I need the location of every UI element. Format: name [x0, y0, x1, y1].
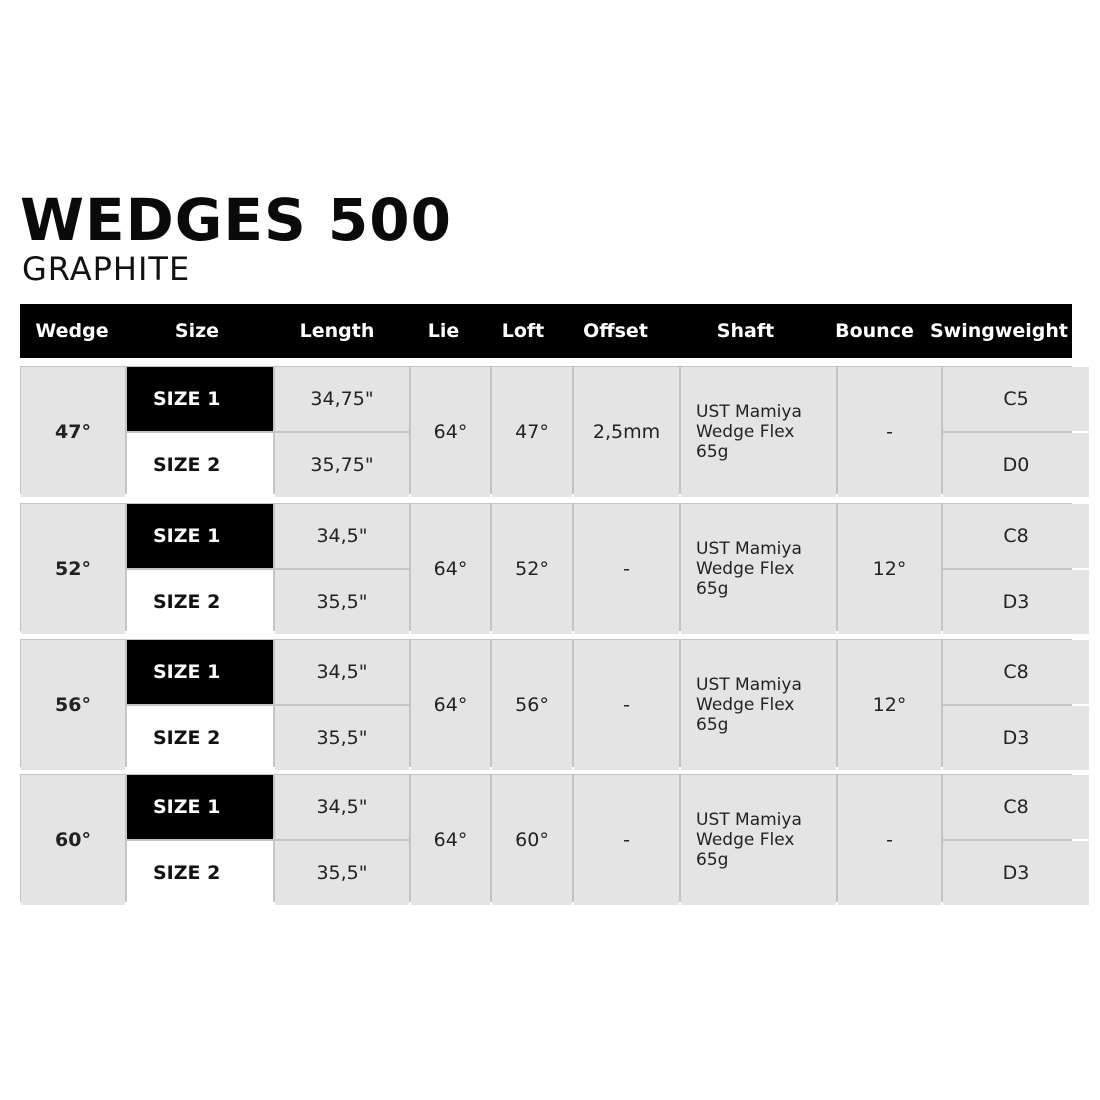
shaft-cell: UST Mamiya Wedge Flex 65g [681, 775, 836, 905]
bounce-cell: - [838, 367, 941, 497]
shaft-line: UST Mamiya [696, 675, 802, 695]
swingweight-cell: C8 [943, 775, 1089, 839]
size-cell: SIZE 2 [127, 841, 273, 905]
wedge-cell: 52° [21, 504, 125, 634]
header-offset: Offset [583, 320, 648, 342]
lie-cell: 64° [411, 640, 490, 770]
swingweight-cell: C5 [943, 367, 1089, 431]
shaft-line: Wedge Flex [696, 830, 795, 850]
header-size: Size [174, 320, 220, 342]
bounce-cell: - [838, 775, 941, 905]
header-lie: Lie [427, 320, 460, 342]
lie-cell: 64° [411, 367, 490, 497]
size-cell: SIZE 2 [127, 570, 273, 634]
offset-cell: - [574, 775, 679, 905]
shaft-line: Wedge Flex [696, 422, 795, 442]
wedge-cell: 47° [21, 367, 125, 497]
offset-cell: 2,5mm [574, 367, 679, 497]
shaft-cell: UST Mamiya Wedge Flex 65g [681, 367, 836, 497]
header-wedge: Wedge [35, 320, 109, 342]
bounce-cell: 12° [838, 504, 941, 634]
length-cell: 35,75" [275, 433, 409, 497]
size-cell: SIZE 1 [127, 775, 273, 839]
shaft-line: 65g [696, 579, 729, 599]
length-cell: 34,75" [275, 367, 409, 431]
shaft-line: Wedge Flex [696, 695, 795, 715]
swingweight-cell: D3 [943, 841, 1089, 905]
size-cell: SIZE 2 [127, 706, 273, 770]
loft-cell: 60° [492, 775, 572, 905]
shaft-line: 65g [696, 715, 729, 735]
swingweight-cell: C8 [943, 504, 1089, 568]
loft-cell: 47° [492, 367, 572, 497]
shaft-line: UST Mamiya [696, 539, 802, 559]
wedge-cell: 56° [21, 640, 125, 770]
offset-cell: - [574, 640, 679, 770]
wedge-row-group: 47° SIZE 1 SIZE 2 34,75" 35,75" 64° 47° 2,5mm US… [20, 366, 1089, 497]
size-cell: SIZE 2 [127, 433, 273, 497]
shaft-line: UST Mamiya [696, 810, 802, 830]
wedge-row-group: 52° SIZE 1 SIZE 2 34,5" 35,5" 64° 52° - UST Mami… [20, 503, 1089, 634]
lie-cell: 64° [411, 504, 490, 634]
header-bounce: Bounce [835, 320, 914, 342]
size-cell: SIZE 1 [127, 640, 273, 704]
swingweight-cell: D3 [943, 706, 1089, 770]
table-header: Wedge Size Length Lie Loft Offset Shaft … [20, 304, 1072, 358]
length-cell: 34,5" [275, 775, 409, 839]
length-cell: 35,5" [275, 570, 409, 634]
page-subtitle: GRAPHITE [22, 250, 191, 288]
length-cell: 34,5" [275, 504, 409, 568]
loft-cell: 56° [492, 640, 572, 770]
header-swingweight: Swingweight [929, 320, 1069, 342]
wedge-row-group: 60° SIZE 1 SIZE 2 34,5" 35,5" 64° 60° - UST Mami… [20, 774, 1089, 905]
header-loft: Loft [501, 320, 545, 342]
lie-cell: 64° [411, 775, 490, 905]
page-title: WEDGES 500 [20, 186, 453, 254]
shaft-cell: UST Mamiya Wedge Flex 65g [681, 640, 836, 770]
swingweight-cell: C8 [943, 640, 1089, 704]
shaft-line: 65g [696, 850, 729, 870]
shaft-line: UST Mamiya [696, 402, 802, 422]
length-cell: 34,5" [275, 640, 409, 704]
length-cell: 35,5" [275, 841, 409, 905]
wedge-row-group: 56° SIZE 1 SIZE 2 34,5" 35,5" 64° 56° - UST Mami… [20, 639, 1089, 770]
header-length: Length [299, 320, 375, 342]
swingweight-cell: D0 [943, 433, 1089, 497]
length-cell: 35,5" [275, 706, 409, 770]
offset-cell: - [574, 504, 679, 634]
shaft-cell: UST Mamiya Wedge Flex 65g [681, 504, 836, 634]
header-shaft: Shaft [716, 320, 775, 342]
wedge-cell: 60° [21, 775, 125, 905]
shaft-line: 65g [696, 442, 729, 462]
swingweight-cell: D3 [943, 570, 1089, 634]
size-cell: SIZE 1 [127, 504, 273, 568]
shaft-line: Wedge Flex [696, 559, 795, 579]
size-cell: SIZE 1 [127, 367, 273, 431]
loft-cell: 52° [492, 504, 572, 634]
bounce-cell: 12° [838, 640, 941, 770]
